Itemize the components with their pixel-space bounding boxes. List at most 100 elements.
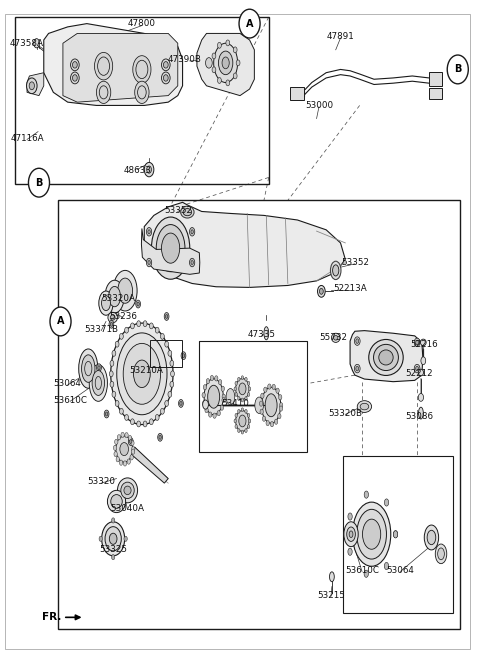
Text: B: B [36, 178, 43, 188]
Ellipse shape [164, 75, 168, 81]
Ellipse shape [108, 312, 118, 323]
Ellipse shape [245, 377, 247, 381]
Ellipse shape [217, 77, 221, 83]
Ellipse shape [344, 522, 358, 546]
Ellipse shape [191, 260, 193, 264]
Ellipse shape [95, 377, 101, 390]
Text: 47335: 47335 [248, 330, 276, 339]
Ellipse shape [159, 436, 161, 440]
Ellipse shape [373, 344, 398, 371]
Ellipse shape [318, 285, 325, 297]
Ellipse shape [124, 536, 127, 541]
Bar [151, 340, 181, 367]
Polygon shape [144, 202, 345, 287]
Ellipse shape [102, 296, 110, 311]
Bar [429, 72, 443, 87]
Ellipse shape [111, 518, 115, 523]
Text: 53410: 53410 [221, 399, 249, 408]
Ellipse shape [354, 364, 360, 373]
Ellipse shape [34, 39, 39, 48]
Ellipse shape [183, 209, 192, 216]
Ellipse shape [158, 434, 163, 441]
Ellipse shape [266, 420, 269, 426]
Ellipse shape [96, 364, 101, 372]
Ellipse shape [111, 554, 115, 560]
Ellipse shape [117, 435, 120, 440]
Ellipse shape [95, 52, 113, 80]
Ellipse shape [247, 424, 250, 428]
Ellipse shape [156, 224, 185, 272]
Text: 53086: 53086 [406, 412, 433, 421]
Ellipse shape [235, 424, 238, 428]
Ellipse shape [118, 478, 138, 502]
Ellipse shape [149, 323, 153, 329]
Ellipse shape [146, 228, 152, 236]
Bar [290, 87, 304, 100]
Ellipse shape [278, 395, 282, 400]
Ellipse shape [113, 270, 137, 311]
Ellipse shape [137, 302, 139, 306]
Ellipse shape [132, 449, 135, 454]
Ellipse shape [127, 459, 131, 464]
Ellipse shape [235, 413, 238, 417]
Ellipse shape [218, 380, 222, 385]
Ellipse shape [111, 323, 173, 424]
Ellipse shape [108, 287, 120, 307]
Ellipse shape [255, 397, 264, 413]
Ellipse shape [438, 548, 444, 560]
Ellipse shape [329, 572, 334, 582]
Text: 53064: 53064 [386, 565, 414, 575]
Ellipse shape [226, 80, 230, 86]
Ellipse shape [204, 379, 223, 415]
Bar [199, 341, 307, 453]
Ellipse shape [394, 531, 398, 538]
Ellipse shape [125, 432, 128, 438]
Text: 53320A: 53320A [101, 294, 135, 303]
Bar [429, 89, 443, 99]
Ellipse shape [279, 403, 283, 408]
Ellipse shape [110, 322, 113, 326]
Text: 52216: 52216 [410, 340, 438, 349]
Ellipse shape [260, 409, 264, 415]
Ellipse shape [217, 411, 220, 416]
Polygon shape [142, 228, 200, 274]
Ellipse shape [165, 401, 168, 407]
Ellipse shape [89, 365, 108, 401]
Text: 52213A: 52213A [333, 284, 367, 293]
Ellipse shape [220, 405, 224, 410]
Text: A: A [57, 316, 64, 327]
Ellipse shape [364, 491, 369, 498]
Ellipse shape [435, 544, 447, 564]
Ellipse shape [115, 341, 119, 347]
Ellipse shape [427, 530, 436, 544]
Ellipse shape [124, 486, 131, 495]
Ellipse shape [270, 422, 274, 427]
Ellipse shape [241, 408, 243, 412]
Ellipse shape [360, 403, 369, 410]
Ellipse shape [213, 413, 216, 419]
Ellipse shape [247, 381, 250, 385]
Ellipse shape [113, 445, 117, 451]
Ellipse shape [364, 570, 368, 577]
Ellipse shape [357, 509, 386, 559]
Ellipse shape [143, 421, 147, 427]
Ellipse shape [104, 410, 109, 418]
Ellipse shape [121, 482, 134, 499]
Ellipse shape [72, 75, 77, 81]
Text: 53352: 53352 [164, 206, 192, 215]
Ellipse shape [143, 321, 147, 327]
Ellipse shape [105, 280, 124, 313]
Ellipse shape [179, 400, 183, 407]
Ellipse shape [236, 60, 240, 66]
Ellipse shape [384, 499, 389, 506]
Ellipse shape [203, 401, 206, 406]
Ellipse shape [356, 338, 359, 343]
Ellipse shape [331, 333, 340, 342]
Ellipse shape [148, 260, 150, 264]
Ellipse shape [247, 413, 250, 417]
Ellipse shape [110, 381, 114, 387]
Text: 53325: 53325 [99, 544, 127, 554]
Ellipse shape [248, 387, 251, 391]
Ellipse shape [190, 258, 195, 267]
Ellipse shape [166, 314, 168, 318]
